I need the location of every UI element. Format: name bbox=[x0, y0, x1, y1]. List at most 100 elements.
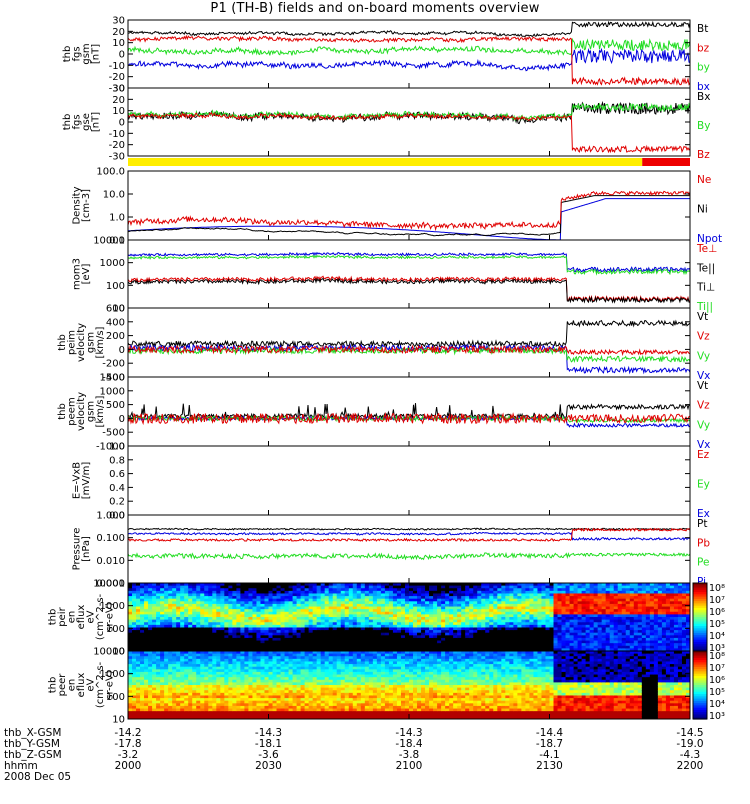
panel-6-ytick-label: 0 bbox=[119, 414, 125, 425]
panel-6-ytick-label: -500 bbox=[102, 428, 125, 439]
panel-2-ylabel: [nT] bbox=[90, 112, 101, 132]
panel-6-frame bbox=[128, 377, 690, 446]
panel-6-ylabel: [km/s] bbox=[95, 395, 106, 427]
panel-4-frame bbox=[128, 240, 690, 308]
series-bt-line bbox=[128, 22, 690, 36]
panel-2-legend-0: Bx bbox=[697, 91, 710, 103]
xtick-time-label: 2030 bbox=[255, 760, 282, 772]
panel-8-ytick-label: 0.100 bbox=[96, 533, 125, 544]
panel-4-legend-0: Te⊥ bbox=[696, 243, 717, 255]
panel-8-legend-1: Pb bbox=[697, 537, 710, 549]
panel-7-ytick-label: 0.4 bbox=[109, 483, 125, 494]
series-te-perp-line bbox=[128, 276, 690, 301]
panel-3-legend-1: Ni bbox=[697, 204, 708, 216]
panel-8-legend-2: Pe bbox=[697, 557, 709, 569]
panel-10-ylabel: sr-eV) bbox=[105, 670, 116, 699]
xtick-time-label: 2000 bbox=[115, 760, 142, 772]
panel-4-ytick-label: 1000 bbox=[100, 258, 125, 269]
series-bx-line bbox=[128, 50, 690, 71]
panel-3-ytick-label: 1.0 bbox=[109, 213, 125, 224]
panel-9-colorbar-label: 10⁷ bbox=[709, 595, 725, 606]
panel-7-frame bbox=[128, 446, 690, 515]
panel-2-legend-2: Bz bbox=[697, 149, 710, 161]
panel-5-ytick-label: -200 bbox=[102, 359, 125, 370]
panel-2-ytick-label: 0 bbox=[119, 118, 125, 129]
panel-5-ytick-label: 200 bbox=[106, 331, 125, 342]
panel-1-legend-1: bz bbox=[697, 42, 710, 54]
panel-6-legend-1: Vz bbox=[697, 400, 710, 412]
panel-2-frame bbox=[128, 88, 690, 156]
panel-9-colorbar-label: 10⁶ bbox=[709, 607, 725, 618]
panel-5-ytick-label: 600 bbox=[106, 304, 125, 315]
panel-6-legend-0: Vt bbox=[697, 380, 708, 392]
panel-2-ytick-label: -20 bbox=[109, 140, 125, 151]
electron-energy-spectrogram bbox=[128, 651, 691, 720]
panel-1-frame bbox=[128, 20, 690, 88]
series-by-gse-line bbox=[128, 104, 690, 120]
panel-4-ytick-label: 100 bbox=[106, 281, 125, 292]
panel-10-colorbar-label: 10⁸ bbox=[709, 651, 725, 662]
panel-2-ytick-label: 30 bbox=[112, 84, 125, 95]
panel-2-ytick-label: -10 bbox=[109, 129, 125, 140]
plot-title: P1 (TH-B) fields and on-board moments ov… bbox=[0, 1, 750, 16]
panel-7-ytick-label: 0.8 bbox=[109, 455, 125, 466]
panel-8-legend-0: Pt bbox=[697, 518, 707, 530]
panel-8-ylabel: [nPa] bbox=[81, 536, 92, 562]
panel-2-ytick-label: -30 bbox=[109, 152, 125, 163]
panel-1-legend-2: by bbox=[697, 62, 710, 74]
panel-7-ytick-label: 0.6 bbox=[109, 469, 125, 480]
panel-7-ytick-label: 1.0 bbox=[109, 442, 125, 453]
series-ne-line bbox=[128, 191, 690, 229]
series-ti-perp-line bbox=[128, 253, 690, 272]
panel-3-ytick-label: 10.0 bbox=[103, 190, 125, 201]
panel-5-legend-0: Vt bbox=[697, 311, 708, 323]
panel-10-colorbar-label: 10⁴ bbox=[709, 699, 725, 710]
panel-4-ylabel: [eV] bbox=[81, 264, 92, 285]
panel-3-ylabel: [cm-3] bbox=[81, 189, 92, 222]
xtick-time-label: 2200 bbox=[677, 760, 704, 772]
panel-2-ytick-label: 10 bbox=[112, 106, 125, 117]
panel-3-legend-0: Ne bbox=[697, 174, 711, 186]
panel-3-ytick-label: 100.0 bbox=[96, 167, 125, 178]
panel-10-ytick-label: 10 bbox=[112, 715, 125, 726]
panel-5-ytick-label: 400 bbox=[106, 317, 125, 328]
panel-5-ytick-label: 0 bbox=[119, 345, 125, 356]
xtick-time-label: 2100 bbox=[396, 760, 423, 772]
panel-10-ytick-label: 10000 bbox=[93, 647, 125, 658]
panel-9-colorbar-label: 10⁴ bbox=[709, 631, 725, 642]
panel-2-legend-1: By bbox=[697, 120, 710, 132]
panel-8-ytick-label: 1.000 bbox=[96, 511, 125, 522]
panel-10-colorbar-label: 10⁷ bbox=[709, 663, 725, 674]
panel-9-colorbar-label: 10⁵ bbox=[709, 619, 725, 630]
panel-7-ytick-label: 0.2 bbox=[109, 497, 125, 508]
date-label: 2008 Dec 05 bbox=[4, 771, 71, 783]
panel-1-ytick-label: -20 bbox=[109, 72, 125, 83]
panel-6-ytick-label: 1500 bbox=[100, 373, 125, 384]
panel-10-colorbar-label: 10⁶ bbox=[709, 675, 725, 686]
panel-1-ytick-label: 30 bbox=[112, 16, 125, 27]
panel-9-ytick-label: 10000 bbox=[93, 579, 125, 590]
panel-6-ytick-label: 500 bbox=[106, 400, 125, 411]
panel-5-legend-1: Vz bbox=[697, 331, 710, 343]
panel-1-ylabel: [nT] bbox=[90, 44, 101, 64]
panel-4-legend-1: Te|| bbox=[696, 262, 715, 274]
series-pe-line bbox=[128, 553, 690, 559]
panel-1-ytick-label: 20 bbox=[112, 27, 125, 38]
panel-1-legend-0: Bt bbox=[697, 23, 708, 35]
panel-7-legend-1: Ey bbox=[697, 479, 710, 491]
panel-1-ytick-label: 10 bbox=[112, 38, 125, 49]
panel-6-legend-2: Vy bbox=[697, 419, 710, 431]
series-bz-gse-line bbox=[128, 113, 690, 152]
panel-8-ytick-label: 0.010 bbox=[96, 556, 125, 567]
mode-bar-fast-survey bbox=[642, 158, 690, 166]
series-vt-ion-line bbox=[128, 320, 690, 346]
panel-7-legend-0: Ez bbox=[697, 449, 710, 461]
panel-8-frame bbox=[128, 515, 690, 583]
mode-bar-slow-survey bbox=[128, 158, 642, 166]
series-by-line bbox=[128, 39, 690, 55]
panel-9-colorbar-label: 10⁸ bbox=[709, 583, 725, 594]
panel-2-ytick-label: 20 bbox=[112, 95, 125, 106]
panel-1-ytick-label: -10 bbox=[109, 61, 125, 72]
